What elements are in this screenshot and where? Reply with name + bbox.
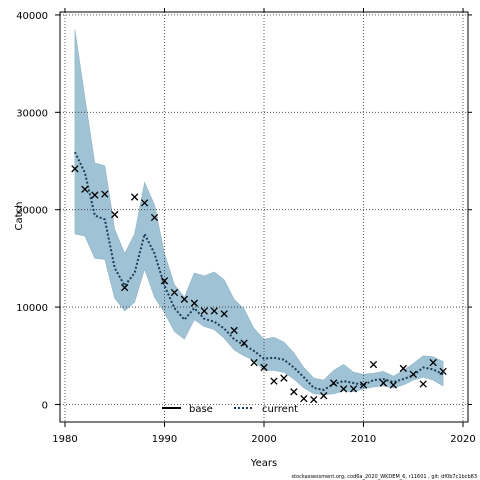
observed-catch-point: [91, 191, 99, 199]
x-tick-label: 1980: [52, 434, 77, 445]
observed-catch-point: [71, 165, 79, 173]
observed-catch-point: [210, 307, 218, 315]
footer-source-text: stockassessment.org, cod6a_2020_WKDEM_6,…: [291, 474, 477, 480]
observed-catch-point: [160, 277, 169, 285]
observed-catch-point: [310, 395, 318, 404]
observed-catch-point: [339, 385, 348, 393]
axis-layer: 1980 1990 2000 2010 2020 0 10000 20000 30000 4000…: [16, 8, 476, 445]
observed-catch-point: [320, 392, 328, 400]
legend-current-label: current: [262, 404, 298, 415]
observed-catch-point: [280, 374, 288, 382]
y-tick-label: 40000: [16, 11, 48, 22]
x-tick-label: 2010: [351, 434, 376, 445]
legend: base current: [162, 404, 298, 415]
observed-catch-point: [101, 190, 109, 198]
observed-catch-point: [150, 213, 159, 222]
x-tick-label: 1990: [152, 434, 177, 445]
legend-base-label: base: [189, 404, 213, 415]
observed-catch-point: [111, 210, 119, 219]
y-tick-label: 0: [42, 400, 48, 411]
observed-catch-point: [250, 358, 258, 367]
observed-catch-point: [130, 193, 139, 201]
observed-catch-point: [220, 310, 228, 318]
observed-catch-point: [419, 380, 427, 388]
observed-catch-point: [121, 283, 129, 292]
y-tick-label: 10000: [16, 303, 48, 314]
observed-catch-point: [290, 388, 298, 396]
observed-catch-point: [240, 339, 248, 347]
observed-catch-point: [81, 185, 89, 193]
observed-catch-point: [409, 370, 417, 378]
observed-catch-point: [429, 358, 437, 367]
observed-catch-point: [349, 385, 358, 393]
y-axis-label: Catch: [14, 202, 25, 231]
x-tick-label: 2000: [251, 434, 276, 445]
observed-catch-point: [260, 363, 268, 372]
observed-catch-point: [230, 326, 238, 335]
y-tick-label: 30000: [16, 108, 48, 119]
uncertainty-band-layer: [74, 29, 444, 396]
observed-catch-point: [300, 394, 308, 403]
observed-catch-point: [329, 379, 338, 387]
observed-catch-point: [180, 295, 189, 303]
uncertainty-band: [74, 29, 444, 396]
observed-catch-point: [399, 364, 407, 373]
observed-catch-point: [140, 199, 149, 207]
observed-catch-point: [359, 381, 368, 389]
observed-catch-point: [190, 299, 199, 307]
grid-layer: [60, 12, 468, 422]
observed-points-layer: [71, 165, 447, 404]
x-axis-label: Years: [250, 458, 277, 469]
observed-catch-point: [200, 307, 208, 315]
y-tick-label: 20000: [16, 206, 48, 217]
observed-catch-point: [270, 377, 278, 385]
observed-catch-point: [170, 288, 179, 297]
observed-catch-point: [389, 381, 398, 389]
observed-catch-point: [369, 360, 378, 369]
x-tick-label: 2020: [450, 434, 475, 445]
observed-catch-point: [379, 379, 388, 387]
observed-catch-point: [439, 367, 447, 376]
